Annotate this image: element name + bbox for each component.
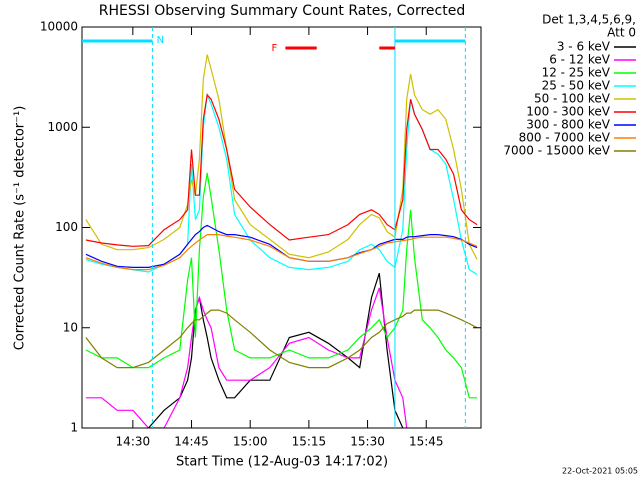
y-axis-label: Corrected Count Rate (s⁻¹ detector⁻¹) <box>13 106 28 351</box>
legend-label: 25 - 50 keV <box>542 79 611 93</box>
x-tick-label: 15:45 <box>409 435 444 449</box>
legend-label: 300 - 800 keV <box>526 118 610 132</box>
series-line <box>85 287 408 428</box>
y-tick-label: 100 <box>55 220 78 234</box>
y-tick-label: 10 <box>63 320 78 334</box>
series-line <box>148 273 404 428</box>
legend-label: 12 - 25 keV <box>542 66 611 80</box>
series-line <box>85 54 478 260</box>
legend-label: 6 - 12 keV <box>549 53 611 67</box>
legend-label: 50 - 100 keV <box>534 92 611 106</box>
y-tick-label: 10000 <box>40 20 78 34</box>
chart-title: RHESSI Observing Summary Count Rates, Co… <box>99 3 465 19</box>
series-line <box>85 172 478 399</box>
x-tick-label: 15:30 <box>350 435 385 449</box>
night-label: N <box>157 35 164 46</box>
x-tick-label: 14:45 <box>174 435 209 449</box>
series-line <box>85 93 478 247</box>
x-tick-label: 15:15 <box>292 435 327 449</box>
series-line <box>85 309 478 369</box>
x-tick-label: 14:30 <box>116 435 151 449</box>
series-line <box>85 234 478 271</box>
legend-label: 3 - 6 keV <box>557 40 611 54</box>
legend-header: Att 0 <box>607 26 636 40</box>
x-tick-label: 15:00 <box>233 435 268 449</box>
y-tick-label: 1 <box>70 421 78 435</box>
legend-label: 800 - 7000 keV <box>519 131 611 145</box>
footer-date: 22-Oct-2021 05:05 <box>562 467 638 476</box>
legend-label: 100 - 300 keV <box>526 105 610 119</box>
legend-label: 7000 - 15000 keV <box>503 144 610 158</box>
flare-label: F <box>272 43 278 54</box>
plot-area <box>85 54 478 428</box>
y-tick-label: 1000 <box>47 120 78 134</box>
x-axis-label: Start Time (12-Aug-03 14:17:02) <box>176 455 388 470</box>
legend-header: Det 1,3,4,5,6,9, <box>542 13 636 27</box>
